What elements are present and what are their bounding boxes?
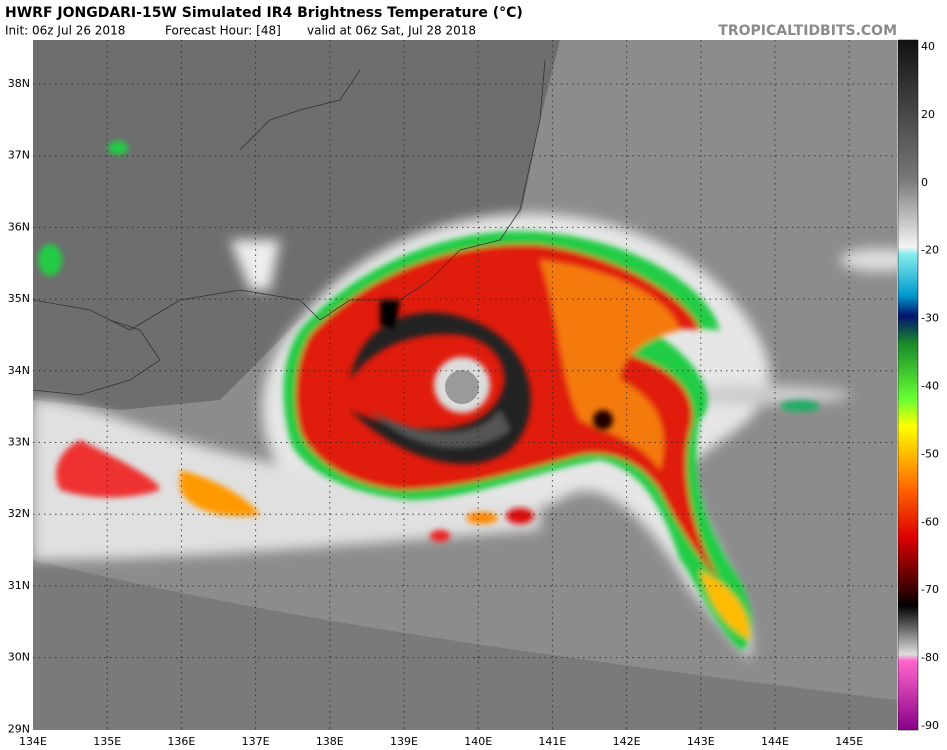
- longitude-label: 138E: [316, 735, 344, 748]
- latitude-label: 37N: [8, 149, 30, 162]
- satellite-map: [33, 40, 897, 730]
- latitude-label: 29N: [8, 722, 30, 735]
- longitude-label: 134E: [19, 735, 47, 748]
- latitude-label: 34N: [8, 364, 30, 377]
- latitude-label: 33N: [8, 436, 30, 449]
- latitude-label: 30N: [8, 651, 30, 664]
- longitude-label: 145E: [835, 735, 863, 748]
- longitude-label: 137E: [242, 735, 270, 748]
- colorbar-label: 40: [921, 40, 935, 53]
- latitude-label: 31N: [8, 579, 30, 592]
- colorbar-label: -20: [921, 244, 939, 257]
- colorbar-label: -40: [921, 380, 939, 393]
- colorbar-labels: 40 20 0 -20 -30 -40 -50 -60 -70 -80 -90: [921, 40, 939, 732]
- longitude-label: 142E: [613, 735, 641, 748]
- colorbar: [897, 39, 919, 731]
- colorbar-label: -50: [921, 447, 939, 460]
- title: HWRF JONGDARI-15W Simulated IR4 Brightne…: [5, 5, 523, 21]
- latitude-label: 32N: [8, 507, 30, 520]
- latitude-label: 38N: [8, 77, 30, 90]
- colorbar-label: -30: [921, 312, 939, 325]
- longitude-label: 140E: [464, 735, 492, 748]
- longitude-label: 136E: [167, 735, 195, 748]
- colorbar-label: -60: [921, 515, 939, 528]
- longitude-label: 141E: [538, 735, 566, 748]
- longitude-label: 143E: [687, 735, 715, 748]
- colorbar-label: -80: [921, 651, 939, 664]
- source: TROPICALTIDBITS.COM: [718, 23, 897, 39]
- colorbar-label: 20: [921, 108, 935, 121]
- longitude-label: 144E: [761, 735, 789, 748]
- latitude-label: 36N: [8, 220, 30, 233]
- forecast-hour: Forecast Hour: [48]: [165, 24, 281, 38]
- colorbar-label: 0: [921, 176, 928, 189]
- init-time: Init: 06z Jul 26 2018: [5, 24, 125, 38]
- colorbar-label: -90: [921, 719, 939, 732]
- latitude-label: 35N: [8, 292, 30, 305]
- graticule: [33, 40, 897, 730]
- longitude-label: 139E: [390, 735, 418, 748]
- valid-time: valid at 06z Sat, Jul 28 2018: [307, 24, 476, 38]
- colorbar-label: -70: [921, 583, 939, 596]
- longitude-label: 135E: [93, 735, 121, 748]
